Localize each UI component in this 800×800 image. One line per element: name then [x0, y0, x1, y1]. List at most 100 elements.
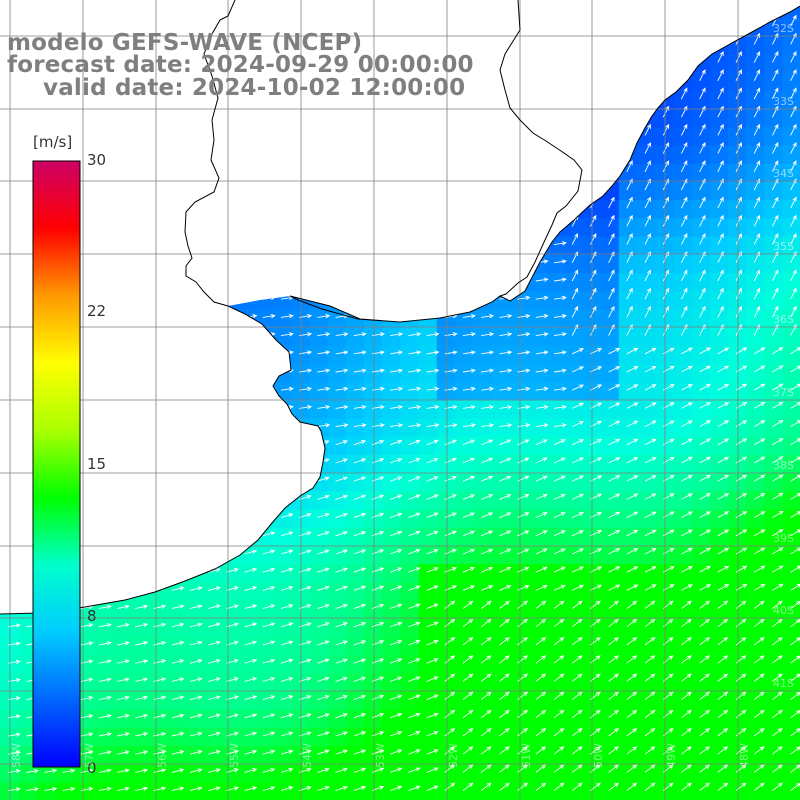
wind-arrow	[499, 512, 512, 519]
wind-cell	[728, 546, 747, 565]
valid-date: valid date: 2024-10-02 12:00:00	[43, 75, 466, 101]
wind-cell	[491, 400, 511, 420]
wind-arrow	[790, 728, 800, 737]
wind-arrow	[662, 196, 670, 209]
wind-cell	[254, 673, 274, 693]
wind-arrow	[735, 0, 742, 9]
wind-cell	[327, 564, 347, 583]
wind-cell	[673, 127, 693, 147]
wind-arrow	[753, 547, 766, 555]
wind-arrow	[117, 295, 131, 301]
wind-arrow	[735, 87, 742, 100]
wind-cell	[782, 54, 800, 74]
wind-arrow	[408, 222, 422, 228]
wind-arrow	[753, 160, 761, 173]
wind-cell	[728, 236, 747, 256]
wind-cell	[618, 236, 638, 256]
wind-arrow	[280, 731, 294, 737]
wind-arrow	[353, 603, 367, 610]
wind-arrow	[499, 423, 513, 428]
wind-arrow	[98, 550, 112, 555]
wind-cell	[436, 364, 456, 383]
wind-arrow	[189, 695, 203, 701]
wind-arrow	[335, 694, 348, 701]
wind-cell	[764, 618, 784, 638]
wind-arrow	[317, 531, 330, 537]
wind-cell	[0, 618, 19, 638]
wind-cell	[418, 582, 438, 602]
wind-cell	[764, 72, 784, 92]
wind-arrow	[189, 731, 203, 737]
wind-cell	[764, 764, 784, 784]
wind-arrow	[462, 567, 476, 573]
wind-arrow	[699, 50, 706, 63]
wind-cell	[254, 691, 274, 711]
wind-arrow	[135, 241, 149, 246]
wind-arrow	[98, 350, 112, 355]
wind-arrow	[408, 241, 422, 246]
wind-cell	[509, 382, 529, 401]
wind-cell	[0, 746, 19, 765]
wind-arrow	[772, 746, 783, 755]
wind-arrow	[535, 368, 549, 373]
wind-cell	[764, 746, 784, 765]
wind-cell	[709, 54, 729, 74]
wind-arrow	[171, 750, 185, 755]
wind-arrow	[717, 196, 724, 209]
wind-arrow	[335, 350, 349, 355]
wind-cell	[764, 236, 784, 256]
wind-cell	[327, 418, 347, 438]
wind-arrow	[262, 622, 276, 628]
wind-arrow	[335, 77, 349, 82]
wind-arrow	[753, 305, 761, 318]
wind-arrow	[44, 150, 58, 155]
wind-arrow	[280, 458, 294, 464]
wind-cell	[400, 691, 420, 711]
wind-cell	[18, 618, 37, 638]
wind-arrow	[189, 222, 203, 228]
wind-arrow	[26, 77, 40, 82]
wind-arrow	[135, 77, 149, 82]
wind-arrow	[571, 14, 579, 27]
wind-arrow	[44, 40, 58, 46]
wind-arrow	[189, 440, 203, 446]
wind-cell	[327, 764, 347, 784]
wind-arrow	[717, 728, 729, 737]
wind-arrow	[44, 131, 58, 137]
wind-arrow	[790, 214, 797, 227]
wind-cell	[618, 254, 638, 274]
wind-arrow	[790, 764, 800, 773]
wind-cell	[673, 746, 693, 765]
wind-arrow	[535, 673, 547, 682]
wind-arrow	[353, 767, 367, 773]
wind-arrow	[681, 529, 693, 537]
wind-arrow	[589, 269, 597, 282]
wind-arrow	[717, 420, 730, 427]
wind-arrow	[553, 277, 567, 282]
wind-arrow	[644, 402, 657, 409]
wind-cell	[145, 637, 165, 656]
wind-arrow	[517, 655, 529, 664]
wind-cell	[746, 455, 765, 474]
wind-arrow	[390, 77, 404, 82]
wind-arrow	[208, 186, 222, 191]
wind-arrow	[462, 350, 476, 355]
wind-arrow	[444, 637, 456, 646]
wind-arrow	[553, 332, 567, 337]
wind-arrow	[626, 566, 639, 573]
wind-arrow	[317, 386, 331, 392]
wind-arrow	[535, 113, 549, 119]
wind-cell	[382, 655, 401, 674]
wind-arrow	[626, 420, 639, 428]
wind-arrow	[426, 476, 439, 482]
wind-cell	[364, 527, 383, 547]
wind-arrow	[753, 14, 761, 27]
wind-cell	[455, 618, 474, 638]
wind-cell	[709, 491, 729, 511]
wind-arrow	[499, 241, 513, 246]
wind-arrow	[481, 332, 495, 337]
lon-label-54w: 54W	[301, 743, 314, 768]
wind-arrow	[244, 204, 258, 210]
wind-cell	[509, 436, 529, 456]
wind-arrow	[535, 457, 548, 464]
